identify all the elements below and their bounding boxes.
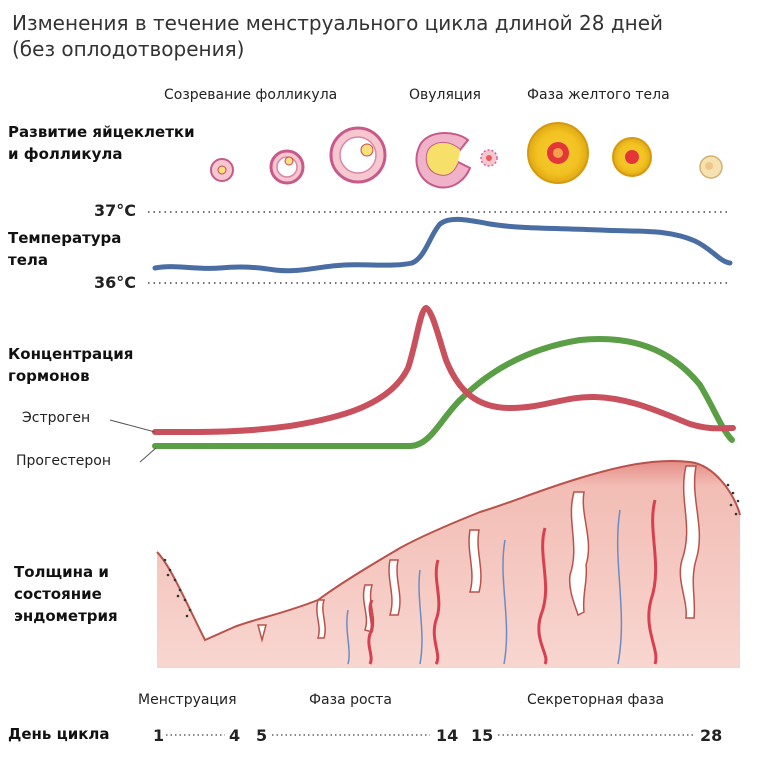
- row-label-hormones-line-2: гормонов: [8, 367, 90, 385]
- row-label-hormones-line-1: Концентрация: [8, 345, 134, 363]
- phase-maturation-label: Созревание фолликула: [164, 87, 338, 103]
- row-label-temperature-line-2: тела: [8, 251, 48, 269]
- day-5: 5: [256, 726, 268, 745]
- phase-secretory-label: Секреторная фаза: [527, 692, 665, 708]
- day-14: 14: [436, 726, 459, 745]
- day-15: 15: [471, 726, 494, 745]
- cycle-day-label: День цикла: [8, 725, 110, 743]
- row-label-temperature: Температура тела: [8, 227, 121, 271]
- corpus-luteum-medium: [612, 137, 652, 177]
- row-label-oocyte-line-1: Развитие яйцеклетки: [8, 123, 195, 141]
- page-title: Изменения в течение менструального цикла…: [12, 10, 757, 62]
- endometrium-cross-section: [156, 459, 741, 668]
- temp-37-label: 37°C: [94, 201, 137, 220]
- row-label-endometrium-line-1: Толщина и: [14, 563, 109, 581]
- row-label-oocyte-line-2: и фолликула: [8, 145, 123, 163]
- progesterone-curve: [152, 336, 735, 449]
- row-label-temperature-line-1: Температура: [8, 229, 122, 247]
- temp-36-label: 36°C: [94, 273, 137, 292]
- day-28: 28: [700, 726, 723, 745]
- corpus-luteum-large: [527, 122, 589, 184]
- day-1: 1: [153, 726, 165, 745]
- title-line-2: (без оплодотворения): [12, 37, 245, 61]
- follicle-stage-2: [269, 149, 305, 185]
- follicle-ovulation: [415, 132, 498, 189]
- follicle-stage-3: [329, 126, 387, 184]
- progesterone-label: Прогестерон: [16, 453, 112, 469]
- progesterone-pointer: [139, 447, 157, 463]
- row-label-endometrium-line-3: эндометрия: [14, 607, 118, 625]
- temperature-curve: [152, 216, 733, 274]
- phase-growth-label: Фаза роста: [309, 692, 392, 708]
- estrogen-curve: [152, 304, 736, 436]
- follicle-stage-1: [210, 158, 234, 182]
- estrogen-pointer: [109, 419, 156, 433]
- title-line-1: Изменения в течение менструального цикла…: [12, 11, 664, 35]
- phase-ovulation-label: Овуляция: [409, 87, 481, 103]
- corpus-albicans: [699, 155, 723, 179]
- estrogen-label: Эстроген: [22, 410, 91, 426]
- phase-luteal-label: Фаза желтого тела: [527, 87, 670, 103]
- day-4: 4: [229, 726, 241, 745]
- row-label-hormones: Концентрация гормонов: [8, 343, 133, 387]
- row-label-oocyte: Развитие яйцеклетки и фолликула: [8, 121, 195, 165]
- phase-menstruation-label: Менструация: [138, 692, 237, 708]
- row-label-endometrium: Толщина и состояние эндометрия: [14, 561, 118, 627]
- row-label-endometrium-line-2: состояние: [14, 585, 102, 603]
